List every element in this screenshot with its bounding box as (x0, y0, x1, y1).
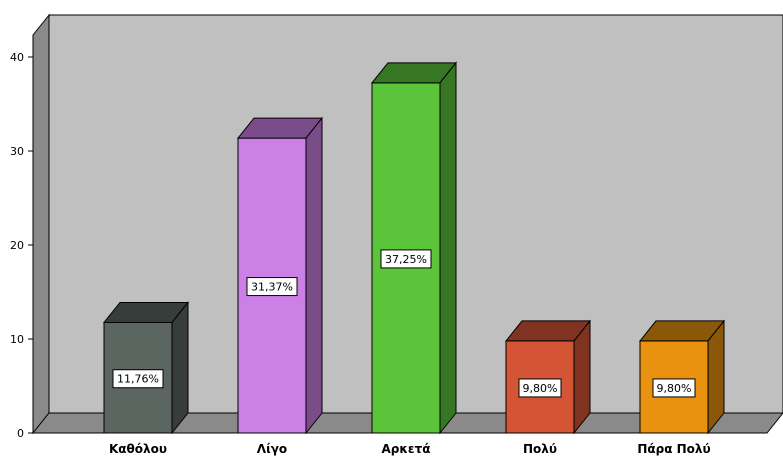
bar-side (573, 319, 591, 435)
bar-0: 11,76% (102, 301, 190, 435)
data-label-box (652, 378, 696, 398)
x-category-label: Καθόλου (109, 442, 167, 456)
bar-side (171, 301, 189, 435)
data-label: 9,80% (523, 382, 558, 395)
data-label: 9,80% (657, 382, 692, 395)
y-tick-label: 10 (10, 333, 24, 346)
data-label: 11,76% (117, 373, 159, 386)
y-tick-label: 20 (10, 239, 24, 252)
data-label: 31,37% (251, 281, 293, 294)
x-category-label: Πάρα Πολύ (637, 442, 710, 456)
y-tick-label: 30 (10, 145, 24, 158)
data-label: 37,25% (385, 253, 427, 266)
data-label-box (518, 378, 562, 398)
bar-2: 37,25% (370, 61, 458, 435)
x-axis-categories: Καθόλου Λίγο Αρκετά Πολύ Πάρα Πολύ (109, 442, 711, 456)
y-tick-label: 0 (17, 427, 24, 440)
bars: 11,76% 31,37% 37,25% 9,80% 9,80% (102, 61, 726, 435)
y-tick-label: 40 (10, 51, 24, 64)
x-category-label: Πολύ (523, 442, 557, 456)
bar-side (305, 116, 323, 435)
data-label-box (380, 249, 432, 269)
data-label-box (246, 277, 298, 297)
plot-left-wall (32, 13, 50, 435)
bar-side (439, 61, 457, 435)
data-label-box (112, 369, 164, 389)
bar-1: 31,37% (236, 116, 324, 435)
bar-3: 9,80% (504, 319, 592, 435)
x-category-label: Λίγο (257, 442, 287, 456)
bar-4: 9,80% (638, 319, 726, 435)
bar-side (707, 319, 725, 435)
y-axis-ticks: 0 10 20 30 40 (10, 51, 33, 440)
x-category-label: Αρκετά (382, 442, 431, 456)
